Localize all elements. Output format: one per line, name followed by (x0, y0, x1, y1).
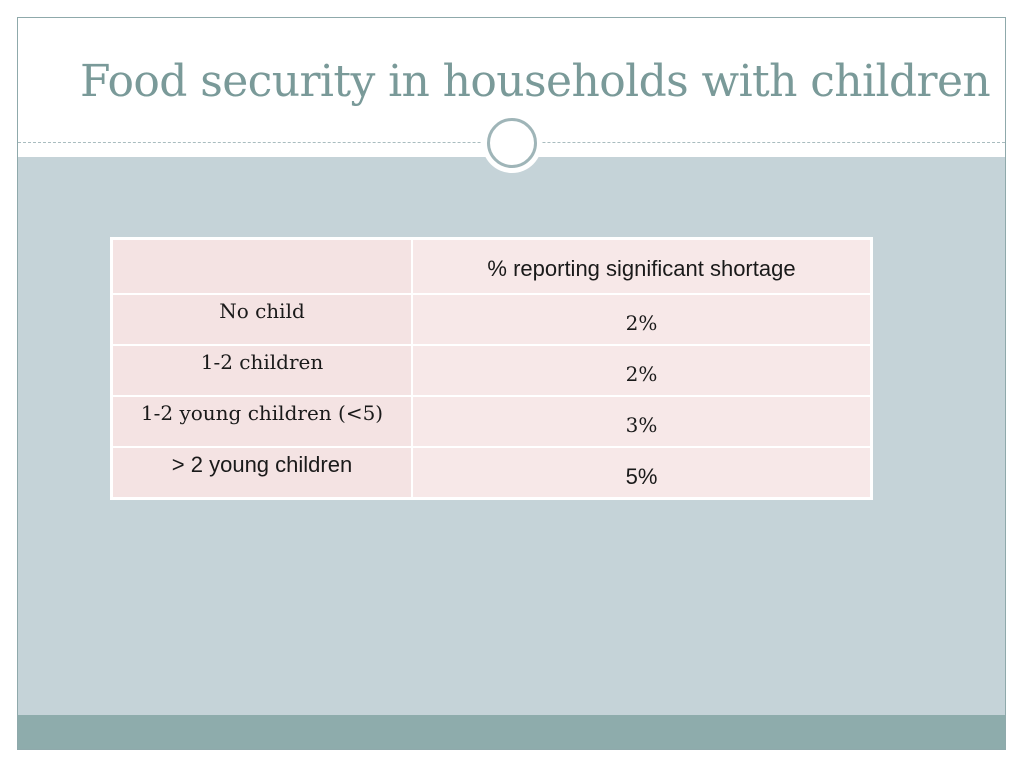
footer-bar (18, 715, 1005, 749)
row-value: 3% (625, 413, 658, 437)
data-table: % reporting significant shortage No chil… (111, 238, 872, 499)
row-value: 5% (625, 464, 658, 489)
row-label-cell: 1-2 young children (<5) (111, 395, 413, 448)
table-row: > 2 young children 5% (111, 446, 872, 499)
row-label: 1-2 young children (<5) (140, 401, 384, 425)
row-label: > 2 young children (171, 452, 353, 477)
row-label-cell: No child (111, 293, 413, 346)
row-value: 2% (625, 311, 658, 335)
header-value: % reporting significant shortage (487, 256, 796, 281)
slide: Food security in households with childre… (17, 17, 1006, 750)
header-value-cell: % reporting significant shortage (411, 238, 872, 295)
header-label (113, 240, 411, 244)
table-row: 1-2 young children (<5) 3% (111, 395, 872, 448)
row-value: 2% (625, 362, 658, 386)
table-row: No child 2% (111, 293, 872, 346)
slide-title: Food security in households with childre… (80, 56, 991, 107)
table-row: 1-2 children 2% (111, 344, 872, 397)
row-value-cell: 2% (411, 344, 872, 397)
row-label: No child (219, 299, 305, 323)
table-header-row: % reporting significant shortage (111, 238, 872, 295)
circle-ornament-icon (482, 113, 542, 173)
header-label-cell (111, 238, 413, 295)
row-value-cell: 5% (411, 446, 872, 499)
ring-icon (487, 118, 537, 168)
row-label: 1-2 children (200, 350, 324, 374)
row-label-cell: 1-2 children (111, 344, 413, 397)
row-value-cell: 2% (411, 293, 872, 346)
row-value-cell: 3% (411, 395, 872, 448)
row-label-cell: > 2 young children (111, 446, 413, 499)
